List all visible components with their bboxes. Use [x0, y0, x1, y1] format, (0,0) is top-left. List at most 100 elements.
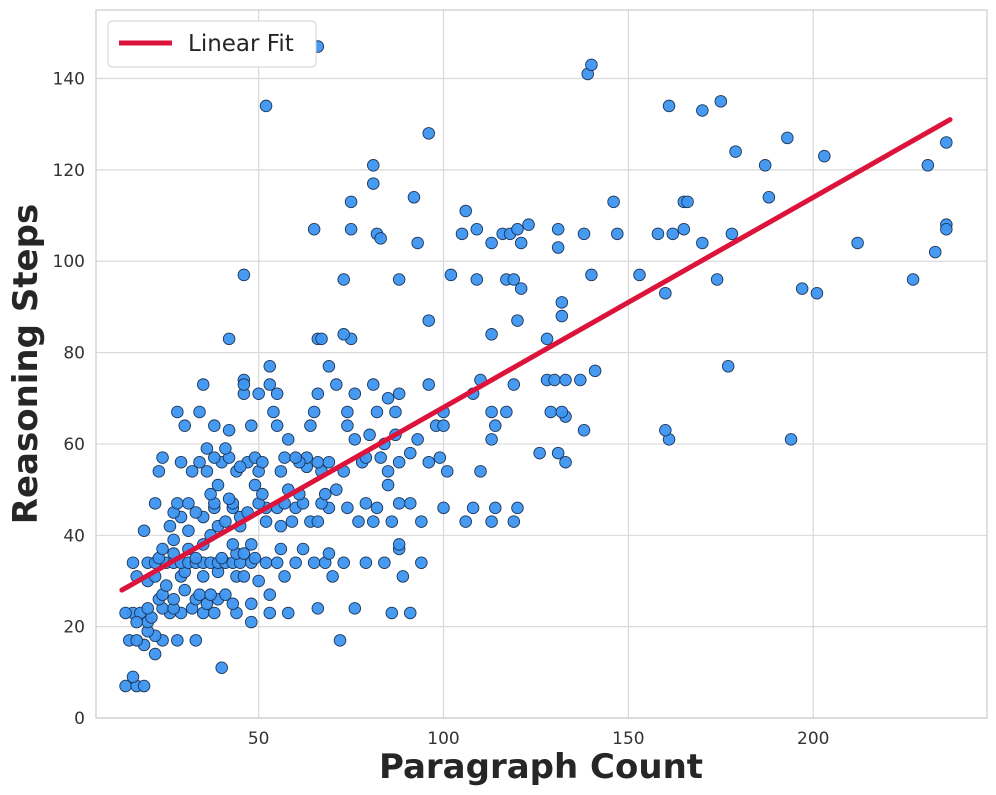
y-tick-label: 0 [74, 709, 85, 729]
data-point [200, 465, 214, 478]
data-point [259, 556, 273, 569]
data-point [171, 634, 184, 647]
data-point [374, 232, 387, 245]
y-tick-label: 120 [53, 161, 85, 181]
data-point [337, 273, 350, 286]
data-point [392, 273, 406, 286]
data-point [422, 127, 435, 140]
data-point [267, 405, 280, 419]
data-point [559, 373, 572, 387]
data-point [851, 236, 864, 250]
data-point [555, 309, 569, 323]
data-point [758, 159, 772, 172]
data-point [784, 433, 798, 446]
data-point [725, 227, 739, 241]
data-point [422, 455, 435, 469]
data-point [318, 487, 332, 501]
data-point [222, 492, 236, 505]
data-point [392, 455, 406, 469]
data-point [152, 465, 166, 478]
data-point [245, 419, 258, 432]
data-point [263, 360, 277, 373]
data-point [559, 455, 572, 469]
plot-background [96, 10, 987, 718]
data-point [607, 195, 620, 209]
y-tick-label: 60 [63, 435, 85, 455]
linear-fit-line [119, 117, 953, 593]
data-point [662, 99, 676, 113]
data-point [193, 455, 206, 469]
data-point [178, 583, 191, 597]
data-point [315, 332, 328, 346]
data-point [659, 423, 672, 437]
data-point [522, 218, 535, 231]
data-point [666, 227, 679, 241]
data-point [677, 223, 691, 236]
data-point [307, 223, 321, 236]
data-point [337, 328, 350, 341]
data-point [370, 405, 384, 419]
data-point [196, 378, 210, 391]
data-point [474, 465, 487, 478]
data-point [729, 145, 742, 158]
data-point [363, 428, 376, 442]
data-point [219, 442, 232, 455]
data-point [322, 455, 336, 469]
data-point [392, 387, 406, 400]
data-point [337, 556, 350, 569]
data-point [219, 515, 232, 528]
data-point [208, 606, 221, 620]
scatter-points [119, 40, 953, 693]
data-point [159, 579, 173, 592]
legend: Linear Fit [107, 20, 317, 68]
data-point [208, 451, 221, 464]
x-tick-labels: 50 100 150 200 [248, 729, 830, 749]
data-point [681, 195, 694, 209]
x-tick-label: 100 [427, 729, 459, 749]
data-point [222, 332, 236, 346]
data-point [781, 131, 794, 145]
data-point [437, 501, 450, 515]
data-point [367, 159, 380, 172]
data-point [348, 387, 362, 400]
data-point [171, 497, 184, 510]
data-point [352, 515, 365, 528]
data-point [174, 455, 188, 469]
data-point [470, 273, 484, 286]
data-point [307, 405, 321, 419]
data-point [156, 451, 169, 464]
data-point [270, 387, 284, 400]
data-point [333, 634, 347, 647]
data-point [148, 497, 162, 510]
data-point [359, 497, 373, 510]
data-point [381, 392, 395, 405]
data-point [367, 515, 380, 528]
data-point [311, 515, 325, 528]
data-point [422, 378, 435, 391]
data-point [189, 634, 203, 647]
x-tick-label: 200 [797, 729, 829, 749]
data-point [555, 405, 569, 419]
data-point [633, 268, 646, 282]
data-point [156, 542, 169, 556]
data-point [359, 556, 373, 569]
data-point [245, 538, 258, 551]
data-point [237, 378, 251, 391]
data-point [204, 588, 217, 601]
data-point [367, 177, 380, 190]
data-point [189, 551, 203, 565]
data-point [281, 606, 295, 620]
data-point [193, 405, 206, 419]
x-tick-label: 150 [612, 729, 644, 749]
data-point [270, 419, 284, 432]
y-tick-label: 80 [63, 344, 85, 364]
data-point [489, 419, 502, 432]
data-point [237, 570, 251, 583]
data-point [367, 378, 380, 391]
data-point [200, 442, 214, 455]
data-point [415, 556, 428, 569]
x-axis-title: Paragraph Count [379, 747, 703, 787]
data-point [171, 405, 184, 419]
data-point [407, 191, 421, 204]
data-point [311, 602, 325, 615]
